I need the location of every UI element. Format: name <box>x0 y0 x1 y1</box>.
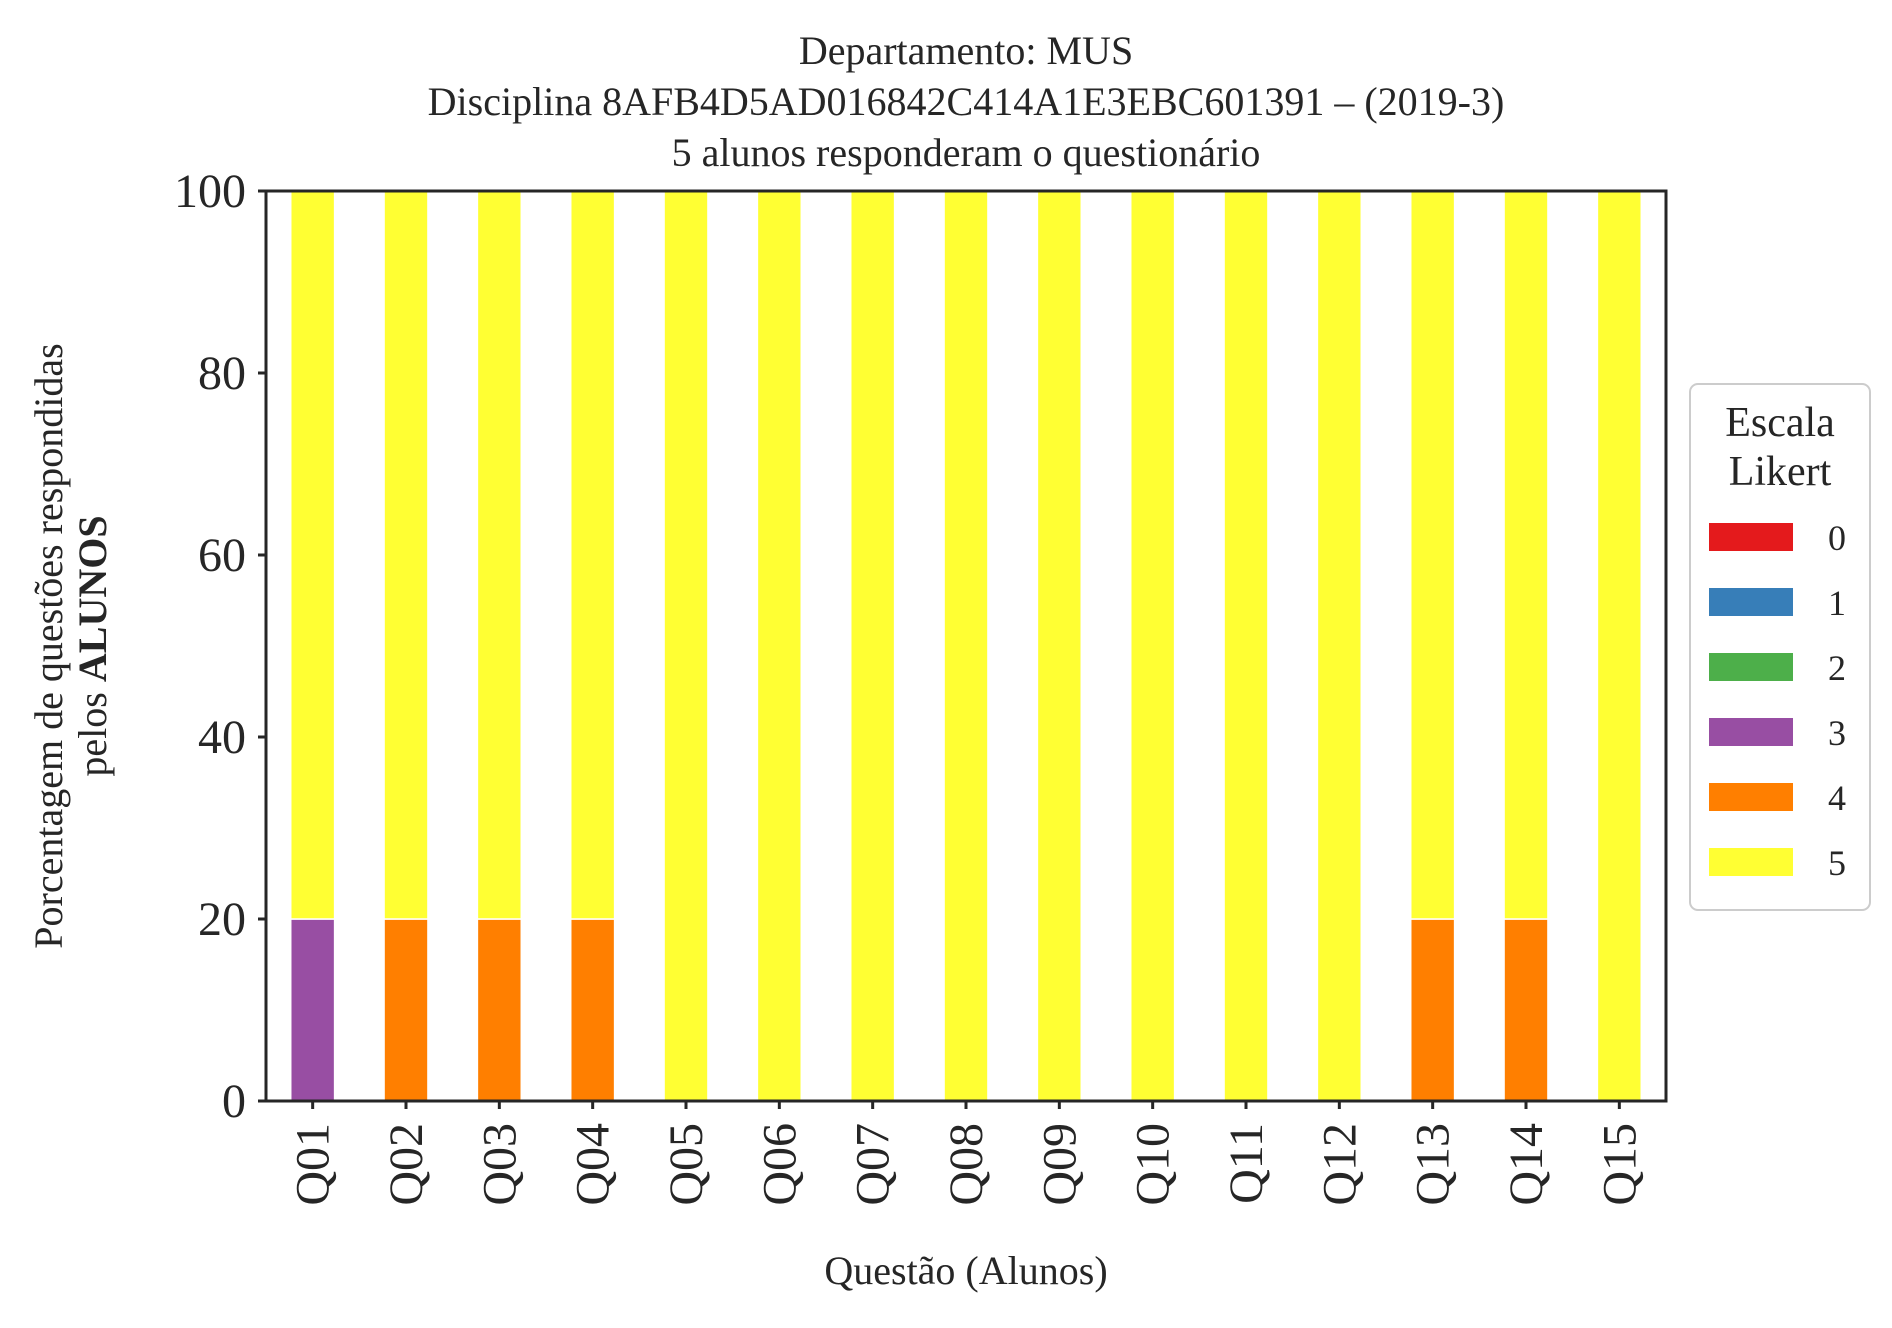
y-axis-label-prefix: pelos <box>70 682 115 776</box>
legend-swatch-0 <box>1709 523 1793 551</box>
y-tick-label-40: 40 <box>198 711 246 764</box>
bar-Q02-likert-4 <box>383 918 429 1102</box>
x-tick-label-Q04: Q04 <box>567 1123 620 1206</box>
legend-label-2: 2 <box>1828 648 1846 688</box>
legend-label-5: 5 <box>1828 843 1846 883</box>
x-tick-label-Q01: Q01 <box>287 1123 340 1206</box>
y-axis-ticks: 0 20 40 60 80 100 <box>174 165 266 1128</box>
x-tick-label-Q15: Q15 <box>1593 1123 1646 1206</box>
x-tick-label-Q03: Q03 <box>473 1123 526 1206</box>
y-tick-label-80: 80 <box>198 347 246 400</box>
y-tick-label-60: 60 <box>198 529 246 582</box>
legend-label-4: 4 <box>1828 778 1846 818</box>
x-tick-label-Q09: Q09 <box>1033 1123 1086 1206</box>
x-tick-label-Q10: Q10 <box>1127 1123 1180 1206</box>
bars-layer <box>289 190 1643 1102</box>
y-axis-label-bold: ALUNOS <box>70 515 115 682</box>
legend: Escala Likert 0 1 2 3 4 5 <box>1689 383 1871 911</box>
x-axis-ticks: Q01 Q02 Q03 Q04 Q05 Q06 Q07 Q08 Q09 Q10 Q11 Q12 Q13 Q… <box>287 1101 1646 1206</box>
x-axis-label: Questão (Alunos) <box>824 1248 1107 1293</box>
legend-swatch-1 <box>1709 588 1793 616</box>
legend-label-0: 0 <box>1828 518 1846 558</box>
bar-Q03-likert-4 <box>476 918 523 1102</box>
legend-swatch-5 <box>1709 848 1793 876</box>
bar-Q03-likert-5 <box>476 190 523 920</box>
bar-Q01-likert-5 <box>289 190 336 920</box>
x-tick-label-Q06: Q06 <box>753 1123 806 1206</box>
title-line-3: 5 alunos responderam o questionário <box>672 130 1261 175</box>
x-tick-label-Q08: Q08 <box>940 1123 993 1206</box>
legend-entries: 0 1 2 3 4 5 <box>1709 518 1846 883</box>
x-tick-label-Q13: Q13 <box>1407 1123 1460 1206</box>
legend-title-line-1: Escala <box>1725 400 1835 446</box>
bar-Q07-likert-5 <box>849 190 896 1102</box>
bar-Q08-likert-5 <box>943 190 989 1102</box>
y-tick-label-0: 0 <box>222 1075 246 1128</box>
bar-Q04-likert-4 <box>569 918 616 1102</box>
title-line-1: Departamento: MUS <box>799 28 1133 73</box>
x-tick-label-Q02: Q02 <box>380 1123 433 1206</box>
x-tick-label-Q05: Q05 <box>660 1123 713 1206</box>
title-line-2: Disciplina 8AFB4D5AD016842C414A1E3EBC601… <box>428 79 1505 124</box>
legend-swatch-2 <box>1709 653 1793 681</box>
legend-swatch-4 <box>1709 783 1793 811</box>
bar-Q05-likert-5 <box>663 190 709 1102</box>
y-tick-label-100: 100 <box>174 165 246 218</box>
bar-Q10-likert-5 <box>1129 190 1176 1102</box>
chart-title: Departamento: MUS Disciplina 8AFB4D5AD01… <box>428 28 1505 175</box>
legend-label-3: 3 <box>1828 713 1846 753</box>
x-tick-label-Q11: Q11 <box>1220 1123 1273 1204</box>
bar-Q13-likert-5 <box>1409 190 1456 920</box>
bar-Q15-likert-5 <box>1596 190 1643 1102</box>
bar-Q14-likert-4 <box>1503 918 1549 1102</box>
bar-Q11-likert-5 <box>1223 190 1269 1102</box>
y-axis-label-line-2: pelos ALUNOS <box>70 515 115 776</box>
legend-label-1: 1 <box>1828 583 1846 623</box>
bar-Q12-likert-5 <box>1316 190 1363 1102</box>
bar-Q09-likert-5 <box>1036 190 1083 1102</box>
x-tick-label-Q14: Q14 <box>1500 1123 1553 1206</box>
y-tick-label-20: 20 <box>198 893 246 946</box>
y-axis-label-line-1: Porcentagem de questões respondidas <box>26 343 71 948</box>
y-axis-label: Porcentagem de questões respondidas pelo… <box>26 343 115 948</box>
x-tick-label-Q12: Q12 <box>1313 1123 1366 1206</box>
x-tick-label-Q07: Q07 <box>847 1123 900 1206</box>
bar-Q04-likert-5 <box>569 190 616 920</box>
legend-frame <box>1689 383 1871 911</box>
bar-Q01-likert-3 <box>289 918 336 1102</box>
bar-Q14-likert-5 <box>1503 190 1549 920</box>
legend-title-line-2: Likert <box>1729 449 1832 495</box>
bar-Q06-likert-5 <box>756 190 803 1102</box>
legend-swatch-3 <box>1709 718 1793 746</box>
bar-Q13-likert-4 <box>1409 918 1456 1102</box>
bar-Q02-likert-5 <box>383 190 429 920</box>
